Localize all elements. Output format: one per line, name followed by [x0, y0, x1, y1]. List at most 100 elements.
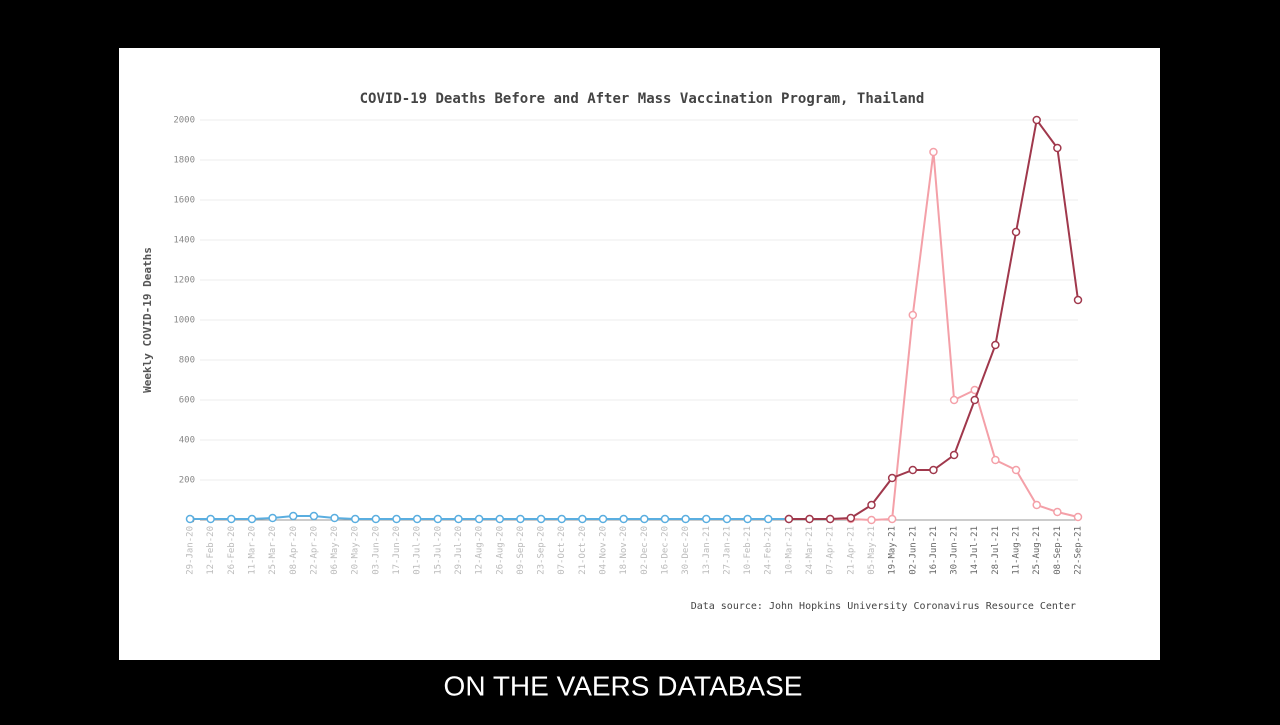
data-point	[1073, 512, 1083, 522]
x-tick-label: 26-Aug-20	[495, 526, 505, 575]
data-point	[929, 147, 938, 157]
x-tick-label: 07-Apr-21	[826, 526, 836, 575]
data-point	[660, 514, 670, 524]
x-tick-label: 01-Jul-20	[413, 526, 423, 575]
y-tick-label: 2000	[173, 116, 195, 126]
data-point	[1011, 227, 1021, 237]
data-point	[578, 514, 587, 524]
x-tick-label: 10-Mar-21	[784, 526, 794, 575]
data-point	[1032, 115, 1041, 125]
data-point	[867, 500, 876, 510]
data-point	[805, 514, 814, 524]
x-tick-label: 11-Aug-21	[1012, 526, 1022, 575]
data-point	[846, 513, 856, 523]
x-tick-label: 03-Jun-20	[371, 526, 381, 575]
data-point	[557, 514, 566, 524]
y-tick-label: 1000	[173, 316, 195, 326]
data-point	[227, 514, 236, 524]
y-tick-label: 400	[179, 436, 195, 446]
x-tick-label: 29-Jan-20	[186, 526, 196, 575]
y-tick-label: 200	[179, 476, 195, 486]
x-tick-label: 20-May-20	[351, 526, 361, 575]
data-point	[825, 514, 835, 524]
data-point	[1032, 500, 1041, 510]
data-point	[929, 465, 938, 475]
y-tick-label: 800	[179, 356, 195, 366]
x-tick-label: 24-Feb-21	[764, 526, 774, 575]
x-tick-label: 08-Sep-21	[1053, 526, 1063, 575]
x-tick-label: 25-Aug-21	[1032, 526, 1042, 575]
data-point	[454, 514, 463, 524]
data-point	[1073, 295, 1083, 305]
data-point	[495, 514, 505, 524]
source-note: Data source: John Hopkins University Cor…	[691, 601, 1076, 612]
x-tick-label: 11-Mar-20	[247, 526, 257, 575]
x-tick-label: 22-Sep-21	[1074, 526, 1084, 575]
data-point	[247, 514, 257, 524]
data-point	[598, 514, 608, 524]
x-tick-label: 21-Apr-21	[846, 526, 856, 575]
x-tick-label: 26-Feb-20	[227, 526, 237, 575]
y-axis-label: Weekly COVID-19 Deaths	[141, 247, 154, 393]
x-tick-label: 13-Jan-21	[702, 526, 712, 575]
data-point	[887, 473, 897, 483]
data-point	[309, 511, 319, 521]
y-tick-label: 1200	[173, 276, 195, 286]
chart-panel	[119, 48, 1160, 660]
y-tick-label: 1400	[173, 236, 195, 246]
data-point	[371, 514, 381, 524]
x-tick-label: 12-Feb-20	[206, 526, 216, 575]
x-tick-label: 23-Sep-20	[537, 526, 547, 575]
data-point	[681, 514, 690, 524]
x-tick-label: 25-Mar-20	[268, 526, 278, 575]
data-point	[763, 514, 773, 524]
x-tick-label: 16-Jun-21	[929, 526, 939, 575]
data-point	[640, 514, 649, 524]
x-tick-label: 30-Jun-21	[950, 526, 960, 575]
x-tick-label: 15-Jul-20	[433, 526, 443, 575]
x-tick-label: 22-Apr-20	[309, 526, 319, 575]
data-point	[722, 514, 732, 524]
x-tick-label: 08-Apr-20	[289, 526, 299, 575]
x-tick-label: 02-Dec-20	[640, 526, 650, 575]
data-point	[185, 514, 195, 524]
data-point	[474, 514, 484, 524]
data-point	[991, 340, 1000, 350]
y-tick-label: 1800	[173, 156, 195, 166]
data-point	[702, 514, 711, 524]
x-tick-label: 10-Feb-21	[743, 526, 753, 575]
x-tick-label: 19-May-21	[888, 526, 898, 575]
x-tick-label: 17-Jun-20	[392, 526, 402, 575]
data-point	[516, 514, 525, 524]
data-point	[970, 395, 979, 405]
data-point	[268, 513, 277, 523]
data-point	[743, 514, 752, 524]
y-tick-label: 1600	[173, 196, 195, 206]
x-tick-label: 06-May-20	[330, 526, 340, 575]
data-point	[289, 511, 298, 521]
data-point	[1053, 507, 1062, 517]
x-tick-label: 29-Jul-20	[454, 526, 464, 575]
data-point	[908, 310, 918, 320]
data-point	[887, 514, 897, 524]
x-tick-label: 09-Sep-20	[516, 526, 526, 575]
data-point	[908, 465, 918, 475]
x-tick-label: 28-Jul-21	[991, 526, 1001, 575]
data-point	[350, 514, 360, 524]
x-tick-label: 21-Oct-20	[578, 526, 588, 575]
x-tick-label: 16-Dec-20	[660, 526, 670, 575]
data-point	[330, 513, 339, 523]
x-tick-label: 07-Oct-20	[557, 526, 567, 575]
data-point	[1011, 465, 1021, 475]
data-point	[412, 514, 422, 524]
x-tick-label: 14-Jul-21	[970, 526, 980, 575]
data-point	[619, 514, 628, 524]
data-point	[206, 514, 215, 524]
data-point	[867, 515, 876, 525]
x-tick-label: 30-Dec-20	[681, 526, 691, 575]
data-point	[991, 455, 1000, 465]
x-tick-label: 18-Nov-20	[619, 526, 629, 575]
x-tick-label: 12-Aug-20	[475, 526, 485, 575]
data-point	[949, 395, 959, 405]
